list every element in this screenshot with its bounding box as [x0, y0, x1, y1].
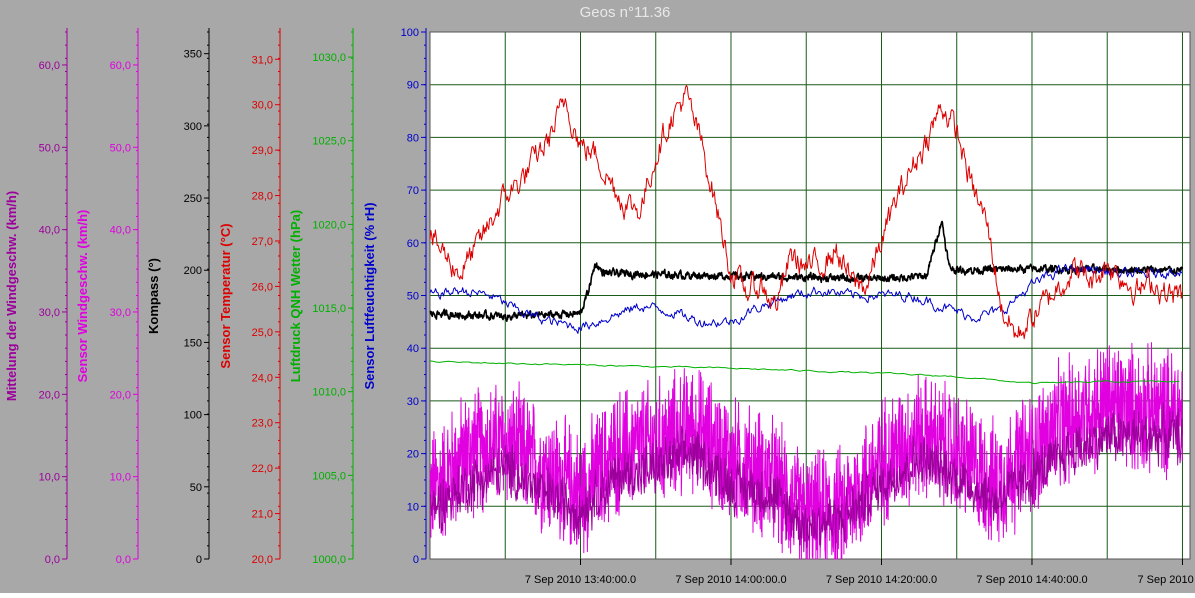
y-axis-tick-label: 150	[184, 337, 202, 349]
y-axis-humidity: 0 10 20 30 40 50 60 70 80 90 100 Sensor Luftfeuchti…	[362, 27, 427, 566]
y-axis-tick-label: 60,0	[110, 60, 131, 72]
y-axis-wind: 0,0 10,0 20,0 30,0 40,0 50,0 60,0 Sensor Windge…	[75, 28, 139, 566]
y-axis-tick-label: 100	[401, 27, 419, 39]
y-axis-tick-label: 30	[407, 396, 419, 408]
y-axis-tick-label: 28,0	[252, 191, 273, 203]
y-axis-tick-label: 300	[184, 121, 202, 133]
y-axis-tick-label: 1010,0	[312, 387, 346, 399]
y-axis-tick-label: 90	[407, 80, 419, 92]
y-axis-title-temp: Sensor Temperatur (°C)	[218, 223, 233, 368]
x-axis-tick-label: 7 Sep 2010 14:40:00.0	[976, 574, 1087, 586]
y-axis-title-compass: Kompass (°)	[146, 258, 161, 334]
y-axis-tick-label: 30,0	[252, 100, 273, 112]
series-line-wind	[429, 342, 1183, 560]
y-axis-tick-label: 50	[407, 291, 419, 303]
y-axis-tick-label: 1020,0	[312, 219, 346, 231]
x-axis-tick-label: 7 Sep 2010 15:00:	[1138, 574, 1195, 586]
y-axis-tick-label: 200	[184, 265, 202, 277]
y-axis-tick-label: 26,0	[252, 281, 273, 293]
y-axis-tick-label: 1005,0	[312, 470, 346, 482]
y-axis-tick-label: 10,0	[39, 472, 60, 484]
y-axis-tick-label: 1015,0	[312, 303, 346, 315]
y-axis-tick-label: 31,0	[252, 54, 273, 66]
series-line-pressure	[429, 360, 1180, 385]
y-axis-tick-label: 0	[413, 554, 419, 566]
y-axis-tick-label: 1030,0	[312, 52, 346, 64]
y-axis-title-pressure: Luftdruck QNH Wetter (hPa)	[288, 210, 303, 382]
y-axis-tick-label: 60	[407, 238, 419, 250]
y-axis-wind_avg: 0,0 10,0 20,0 30,0 40,0 50,0 60,0 Mittelung der…	[4, 28, 68, 566]
y-axis-title-humidity: Sensor Luftfeuchtigkeit (% rH)	[362, 202, 377, 389]
x-axis-tick-label: 7 Sep 2010 14:00:00.0	[675, 574, 786, 586]
y-axis-tick-label: 20,0	[110, 389, 131, 401]
y-axis-tick-label: 0,0	[116, 554, 131, 566]
y-axis-tick-label: 40,0	[110, 225, 131, 237]
y-axis-tick-label: 1025,0	[312, 136, 346, 148]
y-axis-tick-label: 20	[407, 449, 419, 461]
y-axis-tick-label: 60,0	[39, 60, 60, 72]
y-axis-tick-label: 30,0	[110, 307, 131, 319]
series-line-wind_avg	[429, 402, 1183, 553]
y-axis-tick-label: 10,0	[110, 472, 131, 484]
y-axis-tick-label: 23,0	[252, 418, 273, 430]
y-axis-title-wind_avg: Mittelung der Windgeschw. (km/h)	[4, 191, 19, 401]
y-axis-tick-label: 0	[196, 554, 202, 566]
y-axis-tick-label: 30,0	[39, 307, 60, 319]
y-axis-tick-label: 27,0	[252, 236, 273, 248]
y-axis-tick-label: 350	[184, 49, 202, 61]
y-axis-tick-label: 50,0	[110, 142, 131, 154]
series-line-compass	[429, 220, 1184, 322]
series-line-humidity	[429, 263, 1183, 334]
y-axis-tick-label: 29,0	[252, 145, 273, 157]
y-axis-tick-label: 22,0	[252, 463, 273, 475]
chart-title: Geos n°11.36	[580, 4, 671, 21]
y-axis-tick-label: 24,0	[252, 372, 273, 384]
series-layer	[429, 84, 1184, 560]
y-axis-pressure: 1000,0 1005,0 1010,0 1015,0 1020,0 1025,0 1030…	[288, 28, 354, 566]
y-axis-tick-label: 250	[184, 193, 202, 205]
y-axis-tick-label: 40	[407, 343, 419, 355]
y-axis-tick-label: 70	[407, 185, 419, 197]
y-axis-tick-label: 20,0	[252, 554, 273, 566]
y-axis-tick-label: 10	[407, 501, 419, 513]
axes-layer: 0,0 10,0 20,0 30,0 40,0 50,0 60,0 Mittelung der…	[4, 27, 427, 566]
y-axis-tick-label: 80	[407, 132, 419, 144]
x-axis-tick-label: 7 Sep 2010 13:40:00.0	[525, 574, 636, 586]
y-axis-tick-label: 1000,0	[312, 554, 346, 566]
y-axis-tick-label: 100	[184, 410, 202, 422]
x-axis-layer: 7 Sep 2010 13:40:00.0 7 Sep 2010 14:00:00…	[525, 559, 1195, 586]
y-axis-tick-label: 40,0	[39, 225, 60, 237]
y-axis-tick-label: 25,0	[252, 327, 273, 339]
y-axis-compass: 0 50 100 150 200 250 300 350 Kompass (°)	[146, 28, 210, 566]
y-axis-tick-label: 0,0	[45, 554, 60, 566]
y-axis-title-wind: Sensor Windgeschw. (km/h)	[75, 210, 90, 383]
y-axis-tick-label: 50	[190, 482, 202, 494]
y-axis-tick-label: 21,0	[252, 509, 273, 521]
x-axis-tick-label: 7 Sep 2010 14:20:00.0	[826, 574, 937, 586]
y-axis-tick-label: 50,0	[39, 142, 60, 154]
series-line-temp	[429, 84, 1183, 340]
y-axis-tick-label: 20,0	[39, 389, 60, 401]
y-axis-temp: 20,0 21,0 22,0 23,0 24,0 25,0 26,0 27,0 28,0 29,0…	[218, 28, 281, 566]
